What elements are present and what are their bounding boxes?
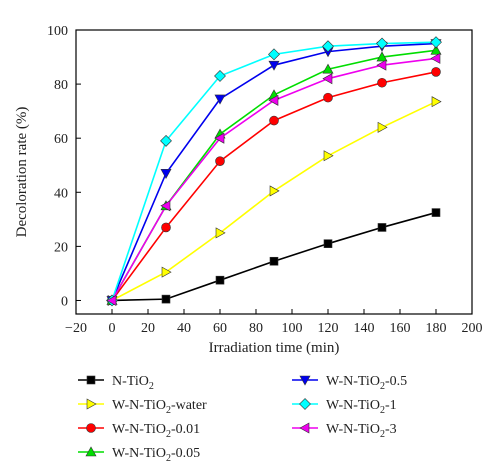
series-line-1 [111,100,437,302]
legend-marker [299,422,310,434]
legend-subscript: 2 [149,381,154,392]
legend-subscript: 2 [380,405,385,416]
legend-name: W-N-TiO [326,422,380,437]
legend-name: W-N-TiO [326,398,380,413]
data-point [161,294,171,304]
legend-label: W-N-TiO2-water [112,398,207,416]
data-point [160,134,172,147]
x-tick-label: 200 [462,321,483,336]
legend-name: W-N-TiO [112,422,166,437]
legend-label: W-N-TiO2-1 [326,398,397,416]
legend-subscript: 2 [380,381,385,392]
legend-subscript: 2 [166,429,171,440]
y-tick-label: 20 [54,240,68,255]
x-tick-label: 80 [249,321,263,336]
legend-name: W-N-TiO [112,398,166,413]
data-point [431,208,441,217]
y-tick-label: 60 [54,132,68,147]
series-line-0 [111,211,437,302]
data-point [430,44,442,55]
legend-label: W-N-TiO2-0.01 [112,422,200,440]
legend-marker [86,423,96,433]
data-point [376,59,387,71]
legend-label: N-TiO2 [112,374,154,392]
data-point [377,223,387,232]
legend-subscript: 2 [166,405,171,416]
x-tick-label: 180 [426,321,447,336]
x-tick-label: 60 [213,321,227,336]
data-point [323,92,333,103]
data-point [269,115,279,126]
data-point [268,60,280,71]
data-point [160,200,171,212]
legend-marker [299,375,311,386]
series-markers [106,36,442,307]
plot-frame [75,29,473,315]
legend-name: N-TiO [112,374,149,389]
data-point [377,77,387,88]
legend-marker [299,398,311,410]
data-point [215,227,226,239]
legend-subscript: 2 [166,453,171,464]
data-point [322,40,334,53]
data-point [268,48,280,61]
data-point [161,222,171,233]
legend-suffix: -0.05 [171,446,200,461]
x-tick-label: 0 [109,321,116,336]
data-point [431,67,441,77]
legend-suffix: -3 [385,422,397,437]
x-tick-label: −20 [65,321,87,336]
x-tick-label: 40 [177,321,191,336]
y-axis-title: Decoloration rate (%) [14,107,30,238]
data-point [323,239,333,248]
legend-marker [85,446,97,457]
legend-marker [86,375,96,385]
x-tick-label: 160 [390,321,411,336]
data-point [214,132,225,144]
y-tick-label: 80 [54,78,68,93]
legend-suffix: -water [171,398,207,413]
data-point [377,121,388,133]
data-point [269,256,279,266]
data-point [214,94,226,105]
data-point [268,94,279,106]
data-point [106,294,117,306]
legend-suffix: -1 [385,398,397,413]
data-point [160,169,172,179]
data-point [214,70,226,82]
data-point [376,51,388,62]
data-point [215,156,225,166]
legend-suffix: -0.5 [385,374,407,389]
axis-ticks: −20 0 20 40 60 80 100 120 140 160 180 200 0 20 40 60 80 1… [47,24,483,336]
x-tick-label: 20 [141,321,155,336]
legend-name: W-N-TiO [326,374,380,389]
data-point [215,275,225,285]
legend-label: W-N-TiO2-0.05 [112,446,200,464]
x-tick-label: 100 [282,321,303,336]
x-tick-label: 140 [354,321,375,336]
data-point [161,266,172,278]
x-axis-title: Irradiation time (min) [209,340,340,356]
y-tick-label: 100 [47,24,68,39]
legend-label: W-N-TiO2-3 [326,422,397,440]
data-point [322,63,334,74]
data-point [323,150,334,162]
data-point [430,36,442,49]
data-point [322,73,333,85]
data-point [269,185,280,197]
x-tick-label: 120 [318,321,339,336]
legend-suffix: -0.01 [171,422,200,437]
data-point [430,52,441,64]
legend: N-TiO2W-N-TiO2-waterW-N-TiO2-0.01W-N-TiO… [78,374,407,464]
legend-label: W-N-TiO2-0.5 [326,374,407,392]
legend-subscript: 2 [380,429,385,440]
data-point [376,37,388,50]
y-tick-label: 40 [54,186,68,201]
legend-name: W-N-TiO [112,446,166,461]
y-tick-label: 0 [61,294,68,309]
data-point [431,96,442,108]
legend-marker [86,398,97,410]
